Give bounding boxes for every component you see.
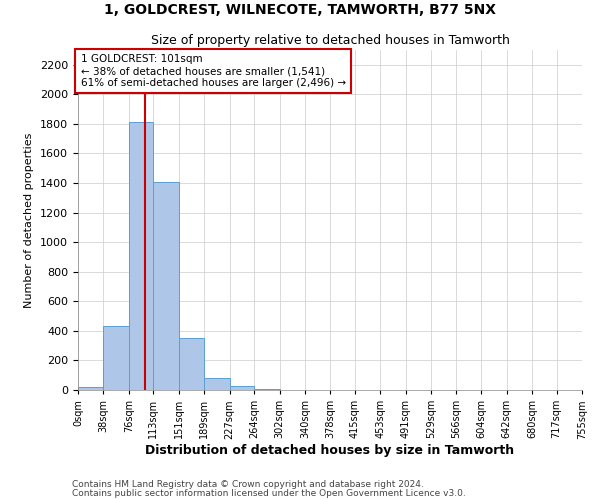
Bar [78,387,103,390]
X-axis label: Distribution of detached houses by size in Tamworth: Distribution of detached houses by size … [145,444,515,457]
Text: 1, GOLDCREST, WILNECOTE, TAMWORTH, B77 5NX: 1, GOLDCREST, WILNECOTE, TAMWORTH, B77 5… [104,2,496,16]
Bar [103,326,129,390]
Bar [129,122,154,390]
Y-axis label: Number of detached properties: Number of detached properties [25,132,34,308]
Bar [204,378,230,390]
Bar [254,388,280,390]
Text: Contains public sector information licensed under the Open Government Licence v3: Contains public sector information licen… [72,489,466,498]
Bar [154,182,179,390]
Bar [230,386,254,390]
Bar [179,338,204,390]
Text: 1 GOLDCREST: 101sqm
← 38% of detached houses are smaller (1,541)
61% of semi-det: 1 GOLDCREST: 101sqm ← 38% of detached ho… [80,54,346,88]
Text: Contains HM Land Registry data © Crown copyright and database right 2024.: Contains HM Land Registry data © Crown c… [72,480,424,489]
Title: Size of property relative to detached houses in Tamworth: Size of property relative to detached ho… [151,34,509,48]
